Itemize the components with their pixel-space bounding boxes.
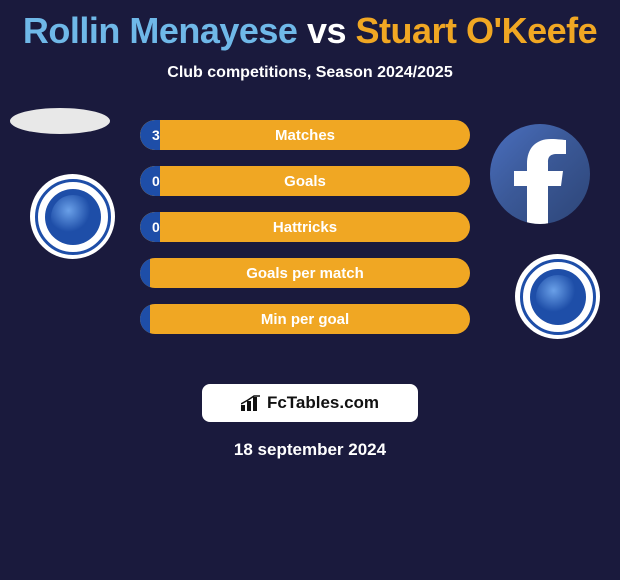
stat-row: Min per goal: [140, 304, 470, 334]
stat-label: Goals: [140, 166, 470, 196]
stat-row: Goals per match: [140, 258, 470, 288]
player2-club-badge: [515, 254, 600, 339]
player1-name: Rollin Menayese: [23, 10, 298, 51]
subtitle: Club competitions, Season 2024/2025: [0, 64, 620, 82]
stat-label: Min per goal: [140, 304, 470, 334]
stat-row: 0Hattricks: [140, 212, 470, 242]
stat-row: 0Goals: [140, 166, 470, 196]
stat-label: Matches: [140, 120, 470, 150]
bars-icon: [241, 395, 261, 411]
facebook-icon: [490, 124, 590, 224]
stat-row: 3Matches: [140, 120, 470, 150]
brand-badge: FcTables.com: [202, 384, 418, 422]
stat-bars: 3Matches 0Goals 0Hattricks Goals per match M…: [140, 120, 470, 350]
stat-label: Hattricks: [140, 212, 470, 242]
stat-label: Goals per match: [140, 258, 470, 288]
brand-text: FcTables.com: [267, 393, 379, 413]
player2-avatar: [490, 124, 590, 224]
player2-name: Stuart O'Keefe: [356, 10, 598, 51]
player1-avatar: [10, 108, 110, 134]
date-label: 18 september 2024: [0, 440, 620, 460]
vs-label: vs: [307, 10, 346, 51]
player1-club-badge: [30, 174, 115, 259]
comparison-panel: 3Matches 0Goals 0Hattricks Goals per match M…: [0, 114, 620, 374]
page-title: Rollin Menayese vs Stuart O'Keefe: [0, 0, 620, 52]
